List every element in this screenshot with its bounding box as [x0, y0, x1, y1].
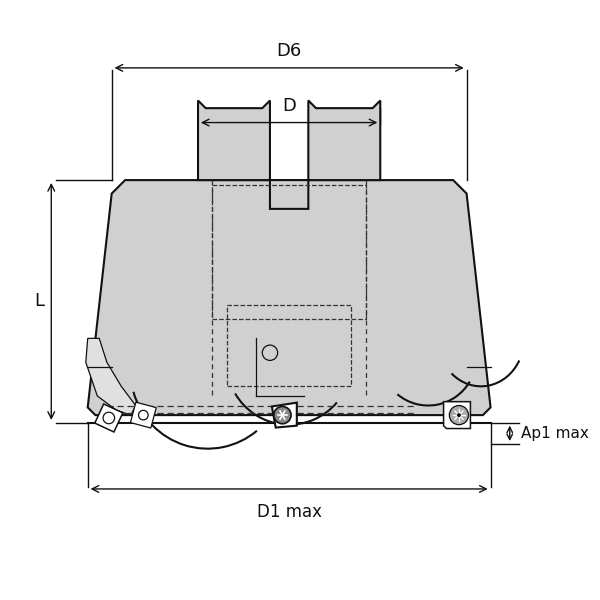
Circle shape [457, 413, 461, 417]
Text: Ap1 max: Ap1 max [521, 426, 589, 441]
Circle shape [274, 406, 291, 424]
Bar [212, 185, 366, 319]
Bar [227, 305, 352, 386]
Polygon shape [198, 100, 380, 209]
Circle shape [449, 406, 469, 425]
Polygon shape [272, 403, 297, 428]
Polygon shape [130, 402, 156, 428]
Polygon shape [88, 180, 491, 415]
Text: D1 max: D1 max [257, 503, 322, 521]
Polygon shape [95, 404, 123, 432]
Text: L: L [34, 292, 44, 310]
Text: D: D [282, 97, 296, 115]
Text: D6: D6 [277, 42, 302, 60]
Polygon shape [443, 401, 470, 428]
Polygon shape [86, 338, 136, 415]
